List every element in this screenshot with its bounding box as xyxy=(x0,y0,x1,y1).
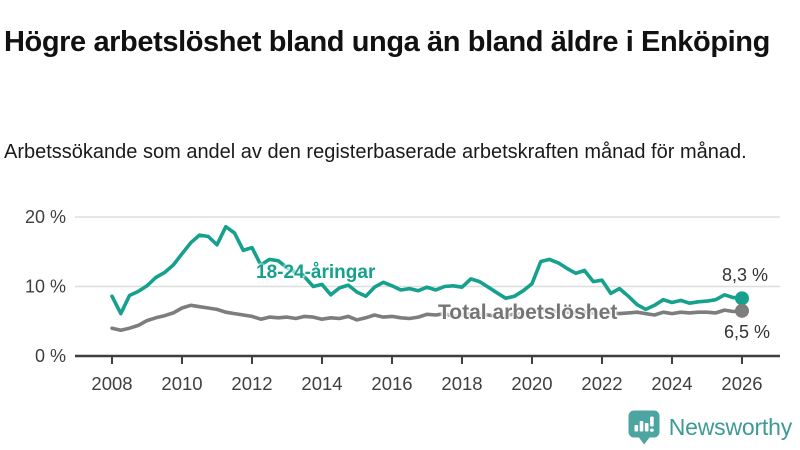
x-tick-label: 2016 xyxy=(371,373,412,394)
line-total xyxy=(110,303,744,333)
x-tick-label: 2008 xyxy=(91,373,132,394)
end-value-label-total: 6,5 % xyxy=(724,322,771,342)
chart-subtitle: Arbetssökande som andel av den registerb… xyxy=(4,141,747,163)
newsworthy-logo-text: Newsworthy xyxy=(668,414,792,440)
y-tick-label: 20 % xyxy=(25,207,66,227)
series-label-total: Total arbetslöshet xyxy=(438,301,618,324)
line-young xyxy=(110,224,744,316)
end-dot-young xyxy=(735,291,749,306)
speech-bubble-shape xyxy=(628,410,660,445)
x-tick-label: 2014 xyxy=(301,373,342,394)
x-tick-label: 2020 xyxy=(511,373,552,394)
y-tick-label: 0 % xyxy=(35,346,66,366)
series-label-young: 18-24-åringar xyxy=(256,262,376,283)
x-tick-label: 2022 xyxy=(581,373,622,394)
x-tick-label: 2026 xyxy=(721,373,762,394)
x-tick-label: 2018 xyxy=(441,373,482,394)
y-tick-label: 10 % xyxy=(25,277,66,297)
end-dot-total xyxy=(735,303,749,318)
newsworthy-bars-icon xyxy=(628,410,661,445)
x-tick-label: 2012 xyxy=(231,373,272,394)
x-tick-label: 2024 xyxy=(651,373,692,394)
newsworthy-logo-link[interactable]: Newsworthy xyxy=(628,410,792,445)
page-title: Högre arbetslöshet bland unga än bland ä… xyxy=(4,26,770,59)
x-tick-label: 2010 xyxy=(161,373,202,394)
end-value-label-young: 8,3 % xyxy=(722,265,769,285)
